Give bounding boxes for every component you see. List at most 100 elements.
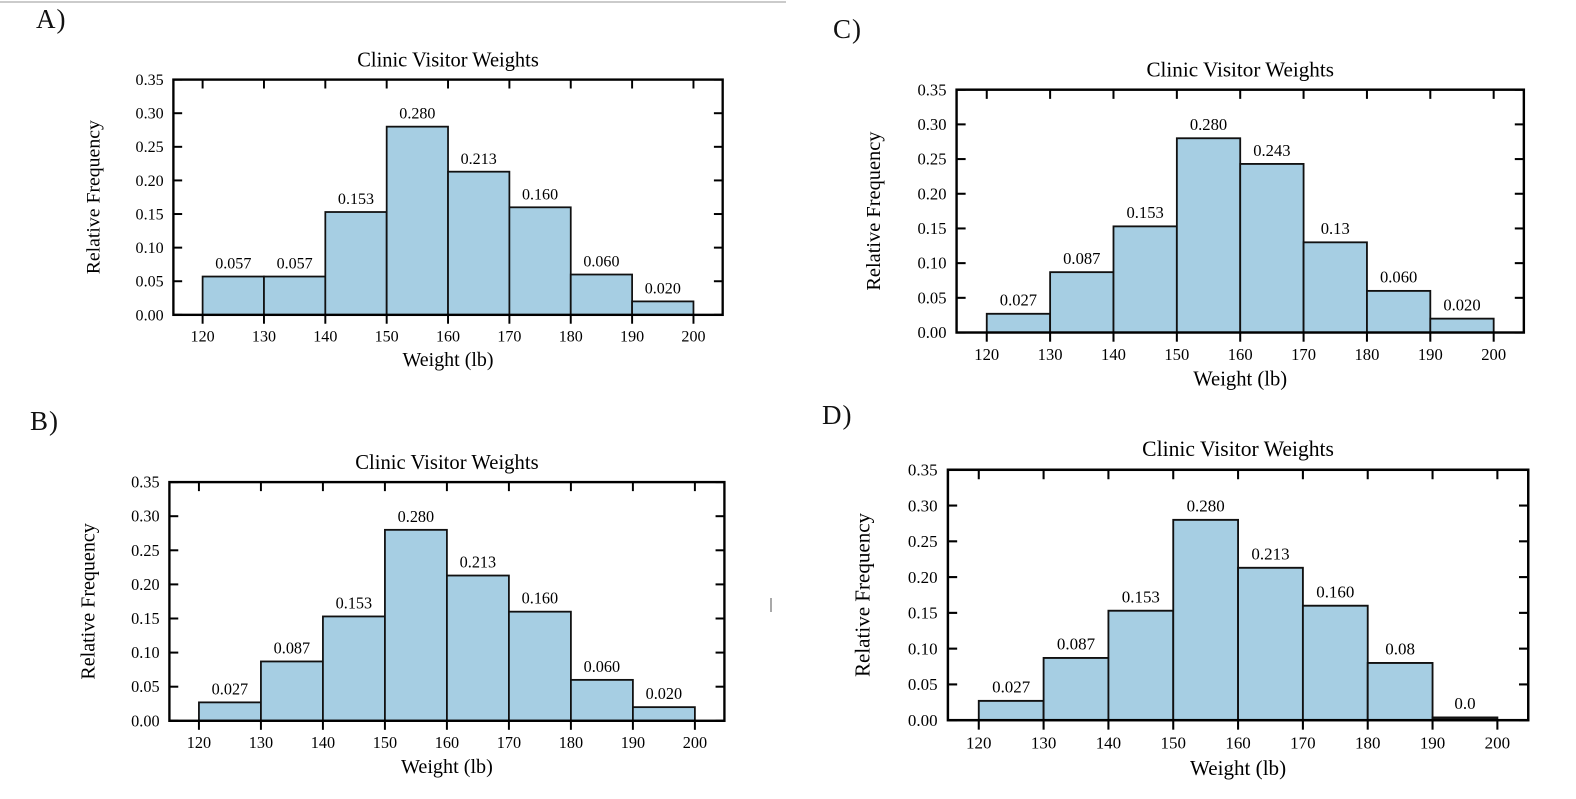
x-tick-label: 150: [1164, 345, 1189, 364]
bar-value-label: 0.020: [1443, 295, 1480, 314]
histogram-d: Clinic Visitor Weights 0.027 0.087 0.153 0.2…: [851, 437, 1530, 780]
bar-value-label: 0.0: [1454, 694, 1475, 713]
y-tick-label: 0.15: [131, 609, 159, 628]
bar: [198, 701, 262, 722]
stray-mark-artifact: [770, 598, 772, 612]
y-tick-label: 0.35: [917, 80, 946, 99]
x-tick-label: 120: [974, 345, 999, 364]
panel-label-c: C): [833, 14, 862, 44]
bar: [508, 610, 572, 722]
bar: [569, 273, 633, 316]
bar: [632, 706, 696, 722]
bar-value-label: 0.057: [277, 256, 313, 273]
y-tick-label: 0.10: [136, 240, 164, 257]
x-tick-label: 150: [1161, 733, 1186, 752]
x-tick-label: 120: [191, 328, 215, 345]
x-tick-label: 200: [683, 733, 707, 752]
y-tick-label: 0.30: [131, 507, 159, 526]
bar: [570, 678, 634, 722]
bar-value-label: 0.027: [212, 679, 248, 698]
chart-title: Clinic Visitor Weights: [1142, 437, 1334, 461]
y-tick-label: 0.05: [131, 677, 159, 696]
y-axis-label: Relative Frequency: [851, 512, 875, 677]
y-tick-label: 0.30: [917, 115, 946, 134]
bar: [447, 170, 511, 316]
y-tick-label: 0.30: [908, 496, 938, 515]
bar: [1429, 317, 1495, 334]
bar-value-label: 0.280: [1187, 496, 1225, 515]
panel-label-a: A): [36, 4, 67, 34]
bar: [324, 211, 388, 316]
x-tick-label: 160: [435, 733, 459, 752]
y-tick-label: 0.10: [917, 254, 946, 273]
x-tick-label: 140: [1101, 345, 1126, 364]
x-tick-label: 190: [621, 733, 645, 752]
chart-title: Clinic Visitor Weights: [357, 50, 538, 72]
y-tick-label: 0.05: [908, 675, 938, 694]
y-tick-label: 0.10: [908, 639, 938, 658]
bar: [1366, 289, 1432, 334]
x-tick-label: 180: [1355, 733, 1380, 752]
y-tick-label: 0.20: [131, 575, 159, 594]
x-tick-label: 190: [1418, 345, 1443, 364]
y-tick-label: 0.20: [917, 184, 946, 203]
x-tick-label: 180: [1355, 345, 1380, 364]
histogram-b: Clinic Visitor Weights 0.027 0.087 0.153 0.2…: [78, 450, 726, 778]
x-tick-label: 200: [681, 328, 705, 345]
bar: [446, 574, 510, 722]
y-tick-label: 0.00: [131, 711, 159, 730]
bar-value-label: 0.087: [274, 638, 310, 657]
bar-value-label: 0.08: [1385, 639, 1415, 658]
bar: [1301, 604, 1369, 722]
bar: [508, 206, 572, 316]
y-axis-label: Relative Frequency: [78, 523, 100, 679]
bar: [201, 275, 265, 316]
y-tick-label: 0.05: [136, 274, 164, 291]
bar-value-label: 0.020: [645, 280, 681, 297]
x-tick-label: 140: [1096, 733, 1121, 752]
panel-label-b: B): [30, 406, 59, 436]
y-tick-label: 0.25: [136, 139, 164, 156]
bar-value-label: 0.060: [584, 657, 620, 676]
bar: [1302, 241, 1368, 334]
bar: [384, 528, 448, 722]
x-tick-label: 150: [375, 328, 399, 345]
y-tick-label: 0.35: [131, 472, 159, 491]
bar-value-label: 0.280: [399, 106, 435, 123]
bar-value-label: 0.280: [398, 507, 434, 526]
y-tick-label: 0.15: [136, 206, 164, 223]
bar: [1237, 566, 1304, 722]
bar: [1175, 137, 1242, 334]
y-tick-label: 0.35: [908, 460, 938, 479]
bar-value-label: 0.213: [460, 552, 496, 571]
x-tick-label: 170: [497, 733, 521, 752]
bar: [631, 300, 695, 316]
y-tick-label: 0.15: [908, 603, 938, 622]
x-tick-label: 160: [1225, 733, 1250, 752]
bar-value-label: 0.213: [461, 151, 497, 168]
bar-value-label: 0.160: [522, 186, 558, 203]
y-tick-label: 0.15: [917, 219, 946, 238]
bar: [260, 660, 324, 722]
panel-label-d: D): [822, 400, 853, 430]
x-tick-label: 120: [966, 733, 991, 752]
bar-value-label: 0.060: [1380, 268, 1417, 287]
y-tick-label: 0.30: [136, 106, 164, 123]
y-tick-label: 0.05: [917, 288, 946, 307]
x-tick-label: 170: [1291, 345, 1316, 364]
y-tick-label: 0.35: [136, 72, 164, 89]
x-tick-label: 170: [1290, 733, 1315, 752]
y-axis-label: Relative Frequency: [83, 120, 104, 274]
bar-value-label: 0.060: [583, 254, 619, 271]
histogram-a: Clinic Visitor Weights 0.057 0.057 0.153 0.2…: [83, 50, 724, 371]
x-tick-label: 140: [313, 328, 337, 345]
bar-value-label: 0.153: [1127, 203, 1164, 222]
bar-value-label: 0.243: [1253, 141, 1290, 160]
x-axis-label: Weight (lb): [1190, 756, 1286, 780]
y-tick-label: 0.20: [908, 568, 938, 587]
y-tick-label: 0.00: [136, 307, 164, 324]
bar: [263, 275, 327, 316]
x-tick-label: 140: [311, 733, 335, 752]
bar-value-label: 0.020: [646, 684, 682, 703]
